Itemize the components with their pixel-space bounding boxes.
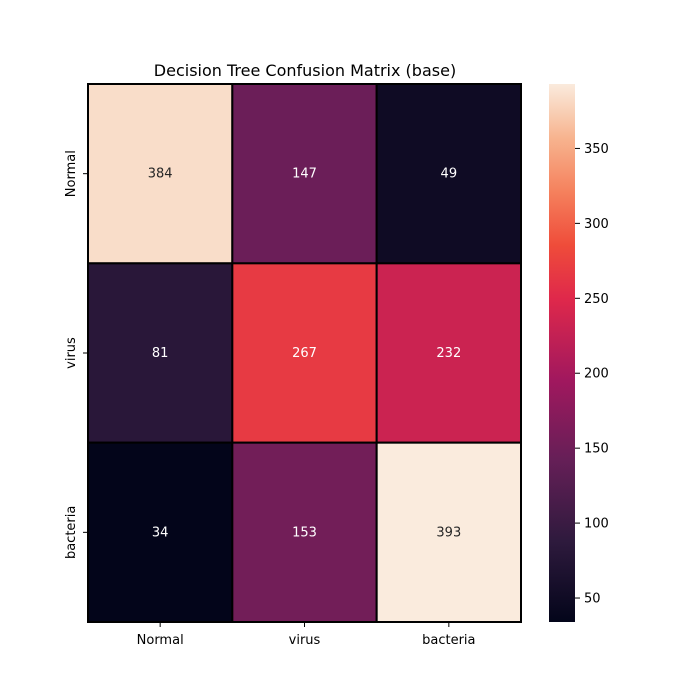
y-axis-ticks: Normal virus bacteria: [64, 150, 88, 559]
x-tick-label: virus: [289, 633, 321, 648]
cell-value-label: 232: [436, 346, 461, 361]
heatmap-cell: [87, 83, 234, 265]
heatmap-cell: [231, 262, 378, 444]
cell-value-label: 267: [292, 346, 317, 361]
colorbar-tick-label: 350: [584, 142, 609, 157]
colorbar-ticks: 50 100 150 200 250 300 350: [575, 142, 609, 607]
colorbar-tick-label: 250: [584, 292, 609, 307]
cell-value-label: 384: [148, 167, 173, 182]
x-axis-ticks: Normal virus bacteria: [137, 622, 476, 648]
colorbar-tick-label: 50: [584, 592, 601, 607]
heatmap-cells: 384 147 49 81 267 232 34 153 393: [87, 83, 522, 623]
cell-value-label: 49: [441, 167, 458, 182]
colorbar-tick-label: 200: [584, 367, 609, 382]
cell-value-label: 147: [292, 167, 317, 182]
cell-value-label: 34: [152, 525, 169, 540]
colorbar-tick-label: 150: [584, 442, 609, 457]
heatmap-cell: [231, 441, 378, 623]
heatmap-cell: [231, 83, 378, 265]
colorbar-tick-label: 100: [584, 517, 609, 532]
y-tick-label: virus: [64, 337, 79, 369]
cell-value-label: 81: [152, 346, 169, 361]
heatmap-cell: [87, 262, 234, 444]
cell-value-label: 153: [292, 525, 317, 540]
chart-title: Decision Tree Confusion Matrix (base): [154, 61, 456, 80]
x-tick-label: Normal: [137, 633, 184, 648]
x-tick-label: bacteria: [422, 633, 475, 648]
heatmap-cell: [375, 262, 522, 444]
cell-value-label: 393: [436, 525, 461, 540]
heatmap-cell: [375, 83, 522, 265]
colorbar-tick-label: 300: [584, 217, 609, 232]
colorbar: [549, 84, 575, 622]
y-tick-label: bacteria: [64, 506, 79, 559]
y-tick-label: Normal: [64, 150, 79, 197]
